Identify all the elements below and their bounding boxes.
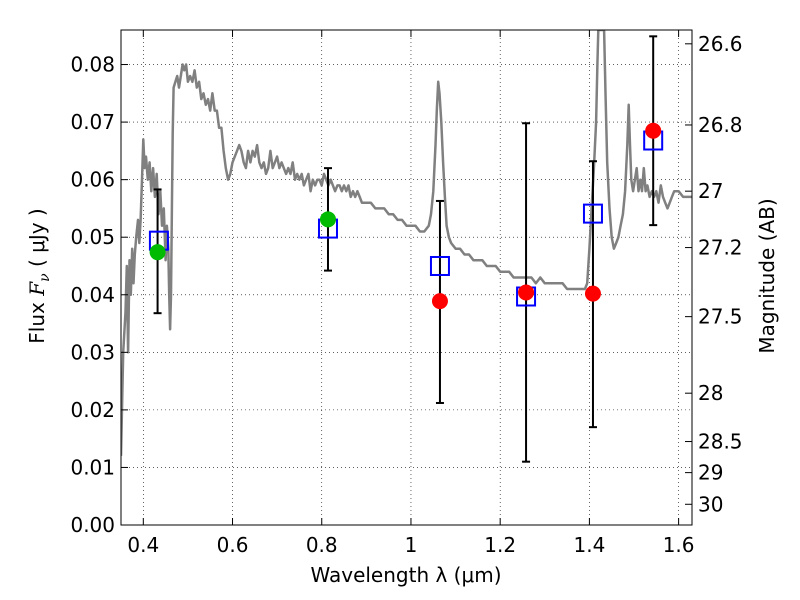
model-flux-square	[582, 203, 603, 224]
observed-flux-point	[584, 285, 601, 302]
y2-tick-label: 28	[698, 381, 723, 405]
x-tick-label: 1.4	[573, 533, 605, 557]
y2-tick-label: 28.5	[698, 430, 743, 454]
y-tick-label: 0.06	[70, 168, 115, 192]
y2-tick-label: 30	[698, 492, 723, 516]
y2-tick-label: 26.8	[698, 113, 743, 137]
observed-flux-point	[518, 284, 535, 301]
y2-tick-label: 26.6	[698, 32, 743, 56]
x-tick-label: 0.8	[306, 533, 338, 557]
y2-tick-label: 27	[698, 179, 723, 203]
x-axis-label: Wavelength λ (μm)	[310, 563, 501, 587]
y-tick-label: 0.04	[70, 283, 115, 307]
y-tick-label: 0.02	[70, 398, 115, 422]
y-tick-label: 0.05	[70, 225, 115, 249]
y-axis-label: Flux Fν ( μJy )	[25, 208, 53, 343]
spectrum-line	[121, 30, 692, 456]
observed-flux-point	[431, 293, 448, 310]
plot-data	[121, 30, 692, 463]
x-tick-label: 1.2	[484, 533, 516, 557]
y2-tick-label: 27.5	[698, 305, 743, 329]
observed-flux-point	[149, 244, 166, 261]
y-tick-label: 0.00	[70, 513, 115, 537]
model-flux-square	[429, 255, 450, 276]
y2-axis-label: Magnitude (AB)	[755, 198, 779, 353]
x-tick-label: 1.6	[663, 533, 695, 557]
y-tick-label: 0.07	[70, 110, 115, 134]
x-tick-label: 0.4	[127, 533, 159, 557]
axis-ticks: 0.4 0.6 0.8 1 1.2 1.4 1.6 0.00 0.01 0.02 0.03 0.04 0…	[70, 30, 743, 557]
y-tick-label: 0.03	[70, 340, 115, 364]
x-tick-label: 0.6	[217, 533, 249, 557]
y2-tick-label: 27.2	[698, 236, 743, 260]
grid-lines	[121, 30, 692, 526]
observed-flux-point	[645, 122, 662, 139]
x-tick-label: 1	[405, 533, 418, 557]
y-tick-label: 0.01	[70, 455, 115, 479]
y-tick-label: 0.08	[70, 53, 115, 77]
observed-flux-point	[319, 211, 336, 228]
y2-tick-label: 29	[698, 461, 723, 485]
plot-frame	[120, 29, 693, 526]
